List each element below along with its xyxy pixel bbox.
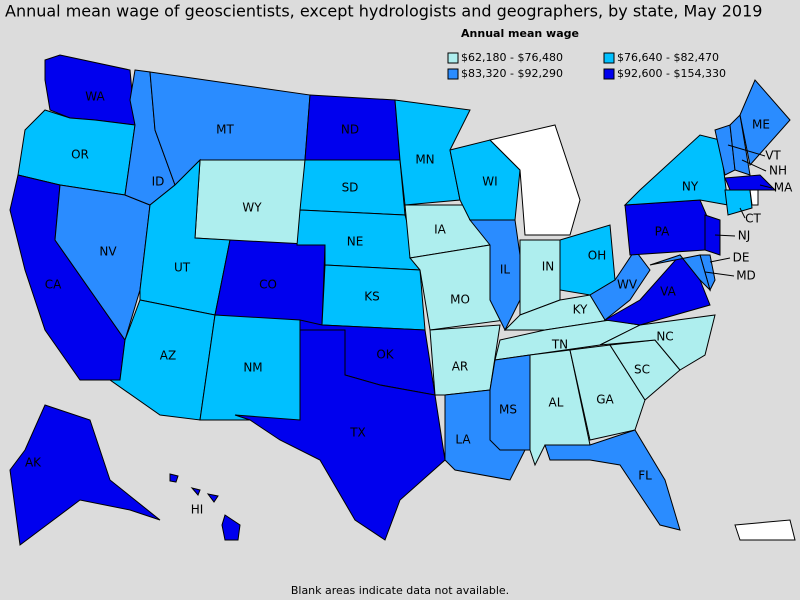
state-label: AR xyxy=(452,360,469,374)
state-label: MO xyxy=(450,293,470,307)
state-label: CA xyxy=(45,278,62,292)
leader-line xyxy=(704,271,735,277)
states xyxy=(9,54,796,546)
legend-label: $76,640 - $82,470 xyxy=(617,51,719,64)
leader-line xyxy=(709,257,731,263)
legend-swatch xyxy=(447,68,459,80)
state-label: AL xyxy=(549,396,564,410)
state xyxy=(544,429,681,531)
state-label: AK xyxy=(25,456,42,470)
state-label: MD xyxy=(736,269,756,283)
state-label: NE xyxy=(347,235,364,249)
legend-label: $92,600 - $154,330 xyxy=(617,67,726,80)
state xyxy=(169,473,179,483)
state-no-data xyxy=(749,189,759,206)
legend-label: $83,320 - $92,290 xyxy=(461,67,563,80)
state-no-data xyxy=(734,519,796,541)
state-label: WI xyxy=(482,175,497,189)
state xyxy=(649,254,712,292)
state-label: OK xyxy=(376,348,394,362)
state xyxy=(569,344,646,441)
state-label: VT xyxy=(765,149,781,163)
legend-swatch xyxy=(447,52,459,64)
legend-title: Annual mean wage xyxy=(461,27,579,40)
state-label: OR xyxy=(71,148,89,162)
state xyxy=(739,79,791,167)
state-label: NC xyxy=(656,330,673,344)
state-label: SD xyxy=(342,181,359,195)
state xyxy=(9,404,161,546)
state-label: WA xyxy=(85,90,105,104)
state-label: SC xyxy=(634,363,650,377)
leader-lines xyxy=(704,144,773,277)
state-label: NJ xyxy=(738,229,751,243)
state xyxy=(724,174,777,191)
leader-line xyxy=(759,184,773,189)
state-label: DE xyxy=(733,251,750,265)
state xyxy=(206,493,219,503)
state-label: FL xyxy=(638,469,652,483)
state-label: IN xyxy=(542,260,555,274)
state xyxy=(190,487,201,496)
state-label: AZ xyxy=(160,349,176,363)
state-label: MN xyxy=(415,153,434,167)
state-label: NY xyxy=(682,180,699,194)
state-label: CT xyxy=(745,212,761,226)
state-label: VA xyxy=(660,285,676,299)
state-label: PA xyxy=(655,225,670,239)
state xyxy=(409,244,506,331)
state xyxy=(729,113,751,176)
state-no-data xyxy=(489,124,581,236)
state-label: NH xyxy=(769,164,787,178)
map-title: Annual mean wage of geoscientists, excep… xyxy=(5,2,762,21)
state-label: WY xyxy=(242,201,262,215)
state-labels: WA OR CA NV ID MT WY UT AZ CO NM ND SD N… xyxy=(25,90,793,517)
state-label: MS xyxy=(499,403,517,417)
state-label: IA xyxy=(434,223,447,237)
state-label: LA xyxy=(455,433,471,447)
state xyxy=(624,199,716,256)
state-label: UT xyxy=(174,261,191,275)
leader-line xyxy=(741,159,767,172)
state-label: MT xyxy=(216,123,234,137)
state-label: ID xyxy=(152,175,165,189)
legend-swatch xyxy=(603,68,615,80)
state-label: ME xyxy=(752,118,770,132)
leader-line xyxy=(739,207,746,219)
state-label: NV xyxy=(99,245,117,259)
leader-line xyxy=(727,144,766,157)
footnote: Blank areas indicate data not available. xyxy=(291,584,509,597)
state-label: HI xyxy=(191,503,204,517)
state-label: KY xyxy=(573,303,588,317)
state-label: KS xyxy=(364,290,380,304)
leader-line xyxy=(714,234,736,237)
state-label: OH xyxy=(588,249,606,263)
state xyxy=(724,189,753,216)
state xyxy=(234,329,446,541)
state-label: CO xyxy=(259,278,277,292)
state-label: IL xyxy=(500,263,511,277)
state xyxy=(704,214,721,256)
state-label: GA xyxy=(596,393,614,407)
legend: $62,180 - $76,480 $76,640 - $82,470 $83,… xyxy=(447,51,726,80)
state-label: TN xyxy=(551,338,568,352)
legend-swatch xyxy=(603,52,615,64)
state-label: ND xyxy=(341,123,359,137)
state-label: TX xyxy=(349,426,366,440)
state xyxy=(221,514,241,541)
legend-label: $62,180 - $76,480 xyxy=(461,51,563,64)
state-label: WV xyxy=(617,278,638,292)
state-label: MA xyxy=(774,181,793,195)
state-label: NM xyxy=(243,361,262,375)
state xyxy=(589,249,651,321)
